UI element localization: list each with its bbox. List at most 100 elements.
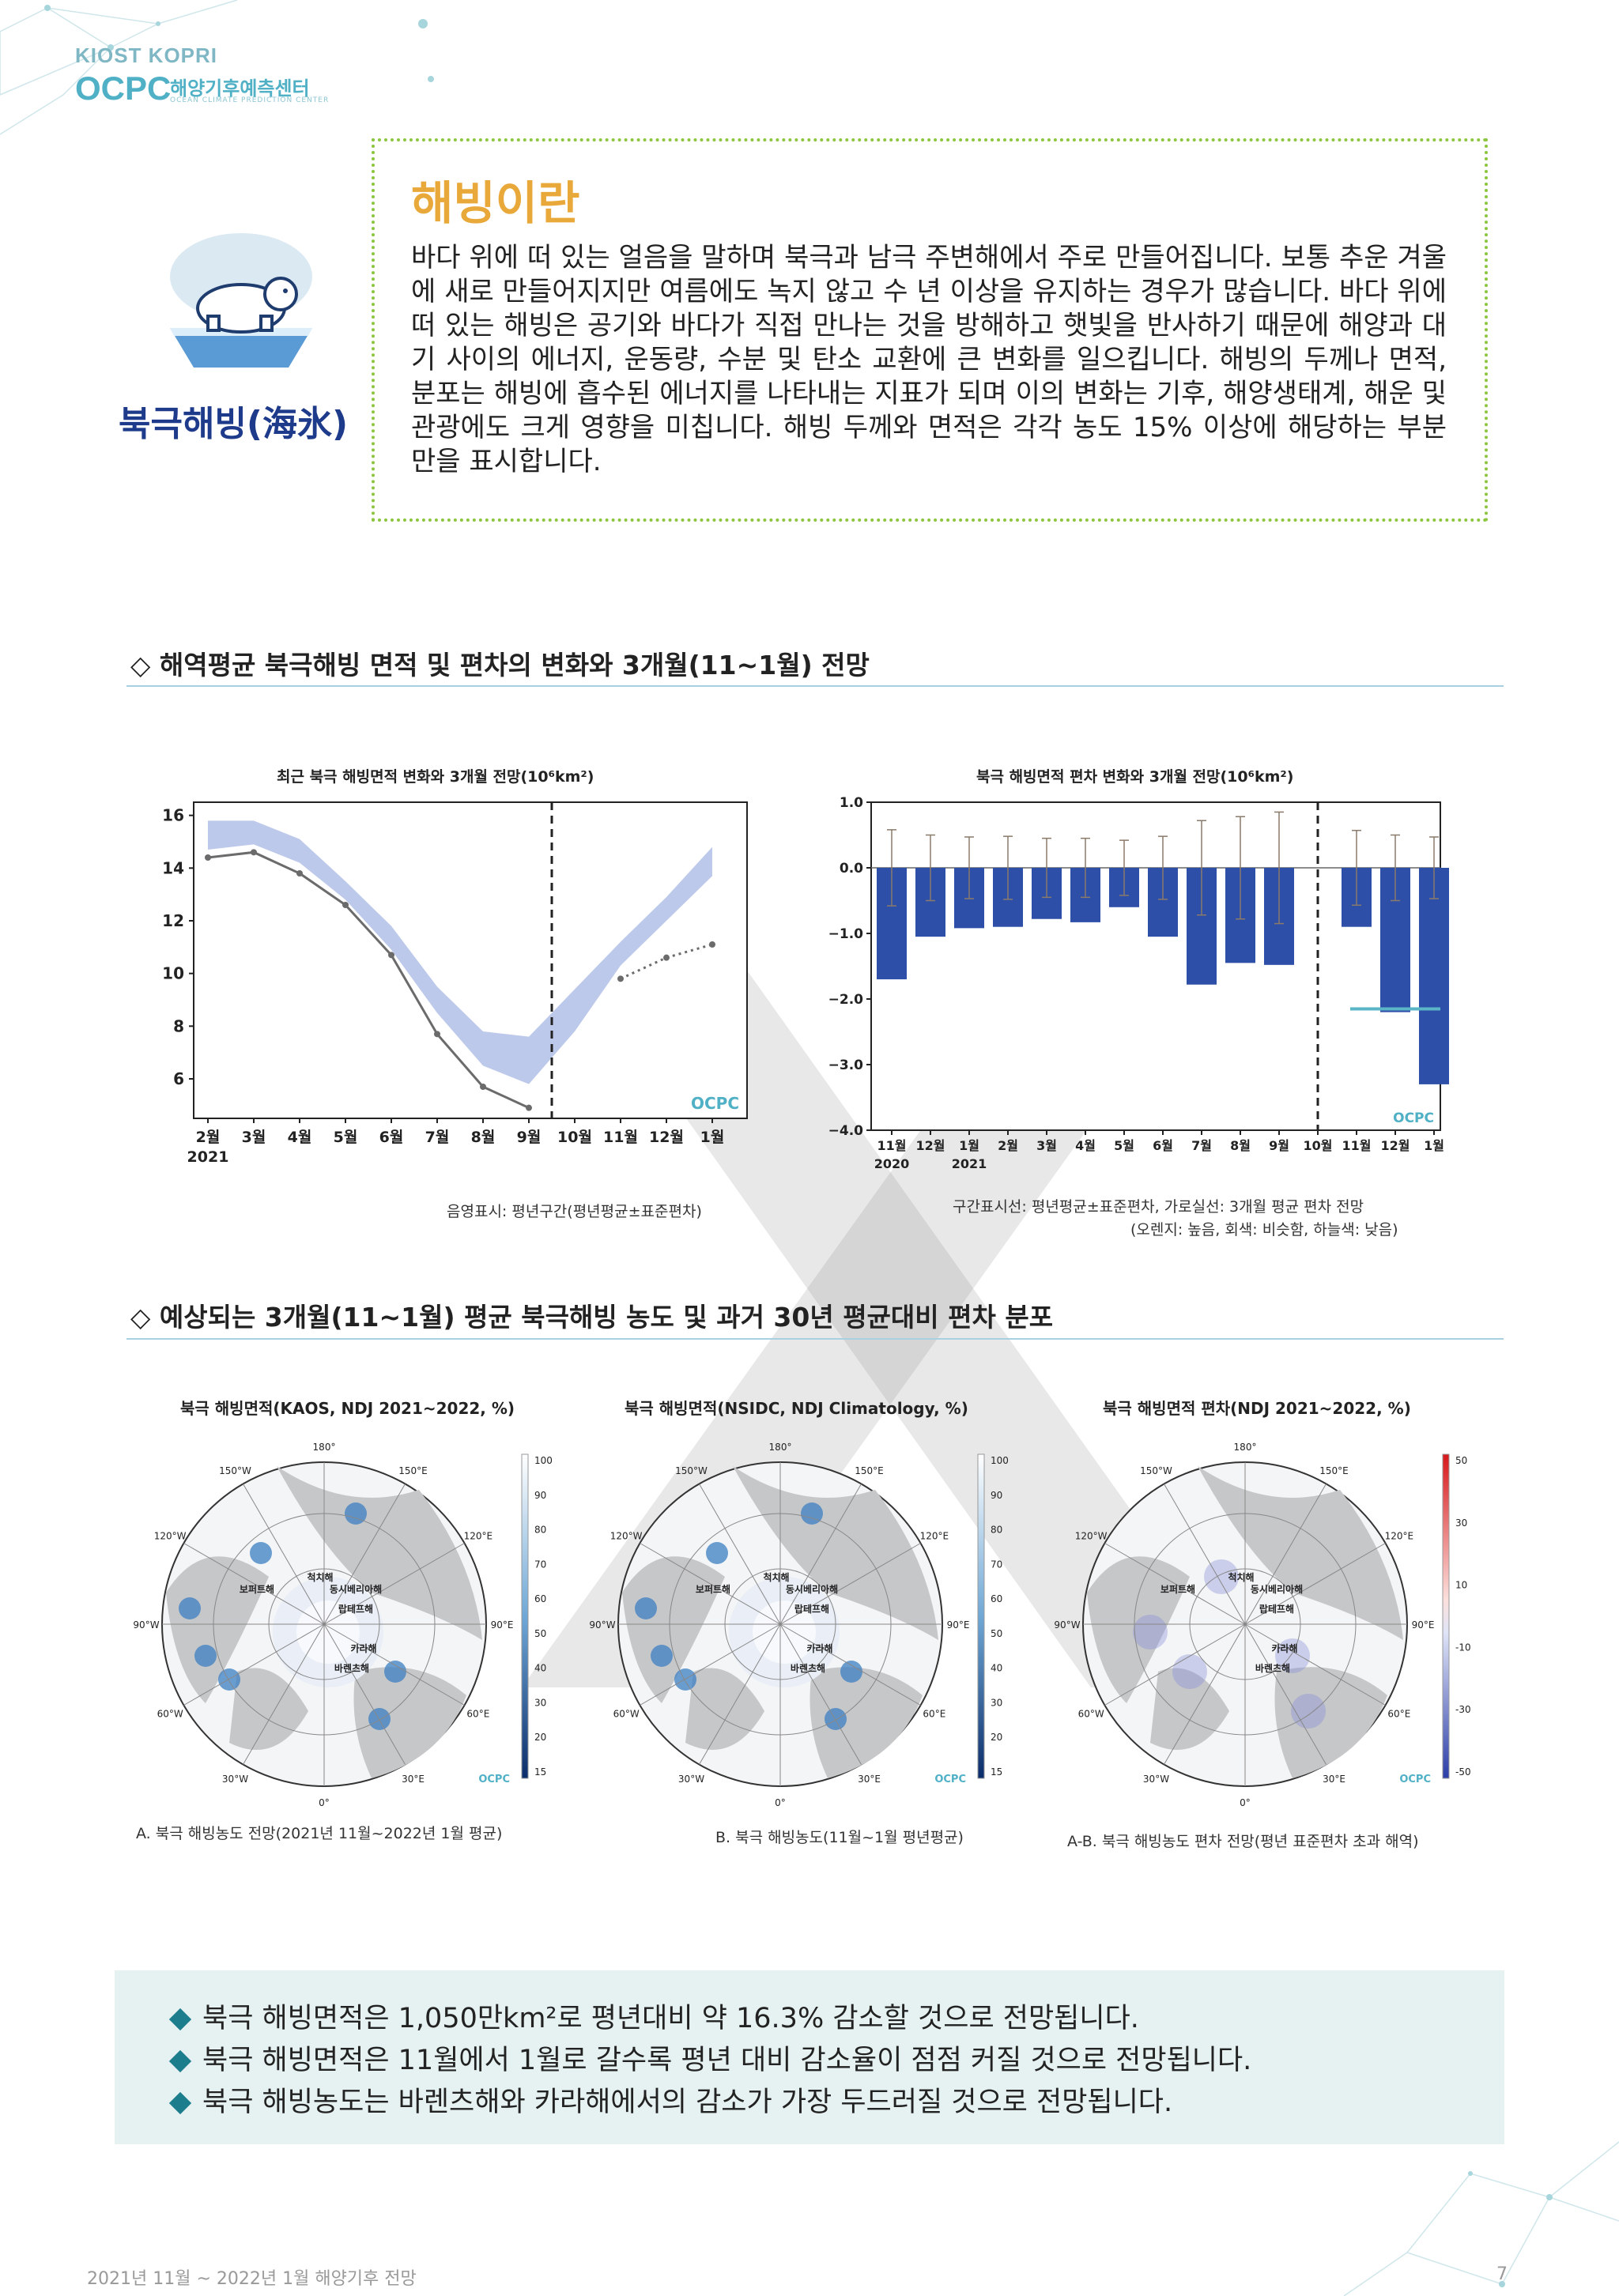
logo-ocpc: OCPC	[75, 70, 172, 107]
chart1-caption: 음영표시: 평년구간(평년평균±표준편차)	[447, 1203, 702, 1220]
map-land-north-america	[166, 1556, 269, 1703]
map-land-siberia	[277, 1466, 482, 1640]
map-colorbar-label: 15	[991, 1766, 1002, 1778]
chart2-year-label: 2020	[874, 1156, 910, 1171]
intro-body: 바다 위에 떠 있는 얼음을 말하며 북극과 남극 주변해에서 주로 만들어집니…	[411, 242, 1447, 477]
map-colorbar-label: 30	[991, 1697, 1002, 1708]
chart2-year-label: 2021	[952, 1156, 987, 1171]
chart2-ytick-label: −1.0	[828, 926, 864, 942]
map-colorbar-label: -30	[1455, 1704, 1471, 1715]
diamond-bullet-icon	[168, 2008, 192, 2031]
chart1-xtick-label: 7월	[425, 1129, 450, 1146]
map-colorbar-label: 80	[534, 1525, 546, 1536]
chart2-xtick-label: 11월	[877, 1138, 907, 1153]
map-meridian	[779, 1623, 862, 1765]
map-meridian	[323, 1484, 406, 1625]
map-lon-label: 150°E	[398, 1465, 428, 1476]
map-meridian	[699, 1484, 781, 1625]
map-sea-label: 랍테프해	[338, 1604, 373, 1615]
footer-text: 2021년 11월 ~ 2022년 1월 해양기후 전망	[87, 2269, 417, 2289]
map-anomaly-patch	[1275, 1638, 1310, 1673]
map-colorbar-label: 50	[534, 1628, 546, 1639]
chart1-xtick-label: 4월	[288, 1129, 312, 1146]
map-logo: OCPC	[1399, 1774, 1431, 1785]
map-colorbar-label: 15	[534, 1766, 546, 1778]
map-colorbar-label: 80	[991, 1525, 1002, 1536]
chart2-xtick-label: 5월	[1114, 1138, 1134, 1153]
map-sea-label: 카라해	[350, 1642, 376, 1654]
map2-caption: B. 북극 해빙농도(11월~1월 평년평균)	[715, 1829, 964, 1846]
chart1-xtick-label: 1월	[700, 1129, 725, 1146]
map-colorbar-label: 50	[991, 1628, 1002, 1639]
map-meridian	[243, 1623, 325, 1765]
chart1-point	[526, 1104, 532, 1111]
map-lon-label: 150°W	[1140, 1465, 1172, 1476]
map-meridian	[1104, 1543, 1246, 1625]
map-ice-center	[753, 1600, 816, 1664]
chart1-ytick-label: 8	[173, 1016, 184, 1035]
chart2-ytick-label: −2.0	[828, 992, 864, 1008]
map-meridian	[183, 1543, 325, 1625]
map-lon-label: 30°E	[402, 1774, 425, 1785]
diamond-bullet-icon	[168, 2049, 192, 2073]
map-sea-label: 보퍼트해	[1160, 1583, 1195, 1595]
map-anomaly-patch	[1172, 1654, 1207, 1689]
chart1-series-line	[207, 850, 530, 1110]
map-ice-edge	[384, 1661, 406, 1683]
map-ice-center	[296, 1600, 360, 1664]
map-sea-label: 바렌츠해	[334, 1662, 369, 1674]
map-logo: OCPC	[478, 1774, 510, 1785]
map-land-greenland	[229, 1668, 308, 1750]
map-sea-label: 척치해	[763, 1571, 789, 1583]
map-meridian	[1244, 1623, 1327, 1765]
map-colorbar-label: -10	[1455, 1642, 1471, 1653]
chart1-xtick-label: 3월	[242, 1129, 266, 1146]
map-land-scandinavia	[1274, 1667, 1387, 1778]
map-lon-label: 0°	[775, 1797, 786, 1808]
chart2-xtick-label: 1월	[959, 1138, 979, 1153]
map-lon-label: 90°E	[947, 1619, 970, 1631]
map-sea-label: 보퍼트해	[240, 1583, 274, 1595]
map-meridian	[640, 1543, 781, 1625]
map-lon-label: 30°W	[1143, 1774, 1169, 1785]
map-lon-label: 90°W	[1054, 1619, 1080, 1631]
footer-decoration	[1343, 2141, 1619, 2296]
map-colorbar-label: 50	[1455, 1455, 1467, 1466]
chart1-band	[208, 820, 712, 1084]
map-lon-label: 30°E	[858, 1774, 881, 1785]
intro-title: 해빙이란	[411, 176, 580, 230]
chart2-bar: 1.0 0.0 −1.0 −2.0 −3.0 −4.0 11월 12월 1월 2월 3월 4월 5월 6월…	[828, 795, 1449, 1171]
map-colorbar	[1442, 1453, 1450, 1779]
map-colorbar	[521, 1453, 529, 1779]
map-lon-label: 30°W	[678, 1774, 704, 1785]
map-lon-label: 60°W	[1078, 1709, 1104, 1720]
map-lon-label: 120°W	[610, 1531, 643, 1542]
map-meridian	[779, 1623, 921, 1706]
map3-anomaly: 180° 150°E 120°E 90°E 60°E 30°E 0° 30°W 60°W 90°W…	[1054, 1442, 1471, 1808]
map-ice-edge	[345, 1502, 367, 1525]
map-anomaly-patch	[1291, 1694, 1326, 1729]
map-colorbar-label: 70	[991, 1559, 1002, 1570]
map2-nsidc: 180° 150°E 120°E 90°E 60°E 30°E 0° 30°W 60°W 90°W…	[589, 1442, 1008, 1808]
summary-item: 북극 해빙면적은 1,050만km²로 평년대비 약 16.3% 감소할 것으로…	[166, 1996, 1139, 2036]
chart2-frame	[870, 801, 1441, 1131]
section1-heading: ◇ 해역평균 북극해빙 면적 및 편차의 변화와 3개월(11~1월) 전망	[130, 650, 870, 681]
chart1-xtick-label: 12월	[649, 1129, 684, 1146]
chart2-caption-line1: 구간표시선: 평년평균±표준편차, 가로실선: 3개월 평균 편차 전망	[953, 1198, 1364, 1216]
map-sea-label: 랍테프해	[794, 1604, 829, 1615]
map2-title: 북극 해빙면적(NSIDC, NDJ Climatology, %)	[625, 1399, 968, 1418]
chart1-xtick-label: 6월	[379, 1129, 404, 1146]
map-meridian	[323, 1623, 465, 1706]
chart1-point	[251, 849, 257, 856]
map3-title: 북극 해빙면적 편차(NDJ 2021~2022, %)	[1103, 1399, 1411, 1418]
map-land-siberia	[733, 1466, 938, 1640]
map-ice-edge	[706, 1542, 728, 1564]
map-colorbar-label: 90	[991, 1490, 1002, 1501]
map1-title: 북극 해빙면적(KAOS, NDJ 2021~2022, %)	[180, 1399, 515, 1418]
chart2-xtick-label: 9월	[1269, 1138, 1289, 1153]
map-colorbar-label: 20	[534, 1732, 546, 1743]
map-sea-label: 카라해	[806, 1642, 832, 1654]
chart1-xtick-label: 2월	[196, 1129, 221, 1146]
chart2-xtick-label: 11월	[1342, 1138, 1372, 1153]
map-lon-label: 150°W	[675, 1465, 708, 1476]
